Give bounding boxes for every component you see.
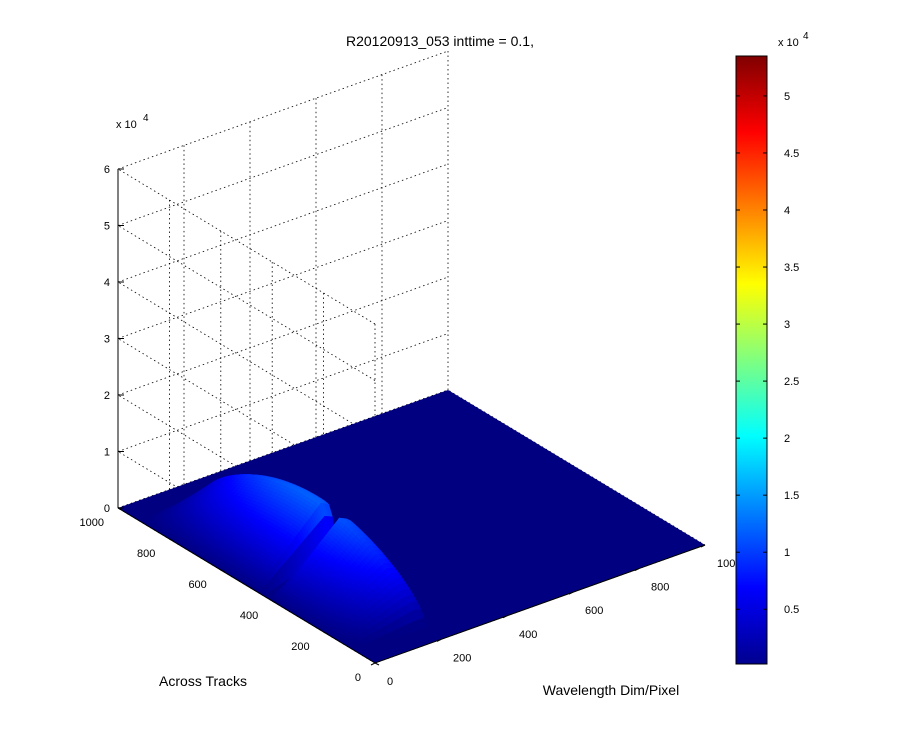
y-tick-label: 600	[188, 579, 206, 591]
x-tick-mark	[568, 591, 574, 595]
colorbar-tick-label: 0.5	[784, 604, 799, 616]
x-tick-label: 800	[651, 582, 669, 594]
colorbar-exponent-label: x 10	[778, 37, 799, 49]
y-tick-label: 1000	[80, 517, 104, 529]
gridline	[117, 50, 449, 170]
z-exponent-power: 4	[143, 113, 149, 124]
z-exponent-label: x 10	[116, 119, 137, 131]
y-tick-label: 800	[137, 548, 155, 560]
z-tick-label: 4	[104, 277, 110, 289]
gridline	[117, 163, 449, 283]
z-tick-label: 1	[104, 447, 110, 459]
y-tick-label: 0	[355, 672, 361, 684]
y-tick-mark	[374, 662, 380, 666]
y-tick-label: 200	[291, 641, 309, 653]
colorbar-tick-label: 5	[784, 91, 790, 103]
y-axis-line	[117, 507, 376, 664]
y-tick-label: 400	[240, 610, 258, 622]
x-tick-label: 1000	[717, 558, 741, 570]
surface-cell	[382, 634, 389, 642]
y-tick-mark	[271, 600, 277, 604]
x-axis-line	[374, 544, 706, 664]
y-tick-mark	[323, 631, 328, 635]
y-axis-label: Across Tracks	[159, 673, 247, 689]
gridline	[117, 107, 449, 226]
x-tick-label: 400	[519, 629, 537, 641]
x-tick-mark	[502, 615, 508, 619]
colorbar-tick-label: 1	[784, 547, 790, 559]
colorbar	[735, 55, 768, 665]
x-tick-mark	[370, 662, 376, 666]
colorbar-tick-label: 3	[784, 319, 790, 331]
y-tick-mark	[220, 569, 226, 573]
colorbar-exponent-power: 4	[803, 31, 809, 42]
tick-labels: 0123456020040060080010000200400600800100…	[80, 164, 742, 688]
z-tick-label: 3	[104, 334, 110, 346]
x-tick-mark	[436, 638, 442, 642]
colorbar-tick-label: 1.5	[784, 490, 799, 502]
colorbar-ticks: 0.5 1 1.5 2 2.5 3 3.5 4 4.5 5	[736, 91, 799, 616]
y-tick-mark	[169, 538, 174, 542]
surface-face	[261, 590, 266, 596]
z-tick-label: 2	[104, 390, 110, 402]
colorbar-tick-label: 4	[784, 205, 790, 217]
x-tick-label: 600	[585, 605, 603, 617]
z-tick-label: 5	[104, 221, 110, 233]
z-tick-label: 6	[104, 164, 110, 176]
gridline	[117, 276, 449, 396]
gridline	[117, 168, 376, 325]
surface-cell	[341, 639, 348, 645]
x-tick-label: 0	[387, 676, 393, 688]
chart-title: R20120913_053 inttime = 0.1,	[346, 33, 534, 49]
surface-face	[338, 638, 343, 643]
y-tick-mark	[117, 507, 123, 511]
colorbar-tick-label: 3.5	[784, 262, 799, 274]
z-tick-label: 0	[104, 503, 110, 515]
colorbar-tick-label: 2.5	[784, 376, 799, 388]
colorbar-tick-label: 4.5	[784, 148, 799, 160]
surface-cell	[354, 641, 362, 647]
colorbar-tick-label: 2	[784, 433, 790, 445]
x-tick-label: 200	[453, 652, 471, 664]
gridline	[117, 281, 376, 438]
gridline	[117, 220, 449, 339]
x-tick-mark	[700, 544, 706, 548]
x-tick-mark	[634, 568, 640, 572]
surface-mesh	[118, 390, 705, 663]
x-axis-label: Wavelength Dim/Pixel	[543, 682, 679, 698]
gridline	[117, 225, 376, 381]
surface-cell	[347, 641, 354, 646]
